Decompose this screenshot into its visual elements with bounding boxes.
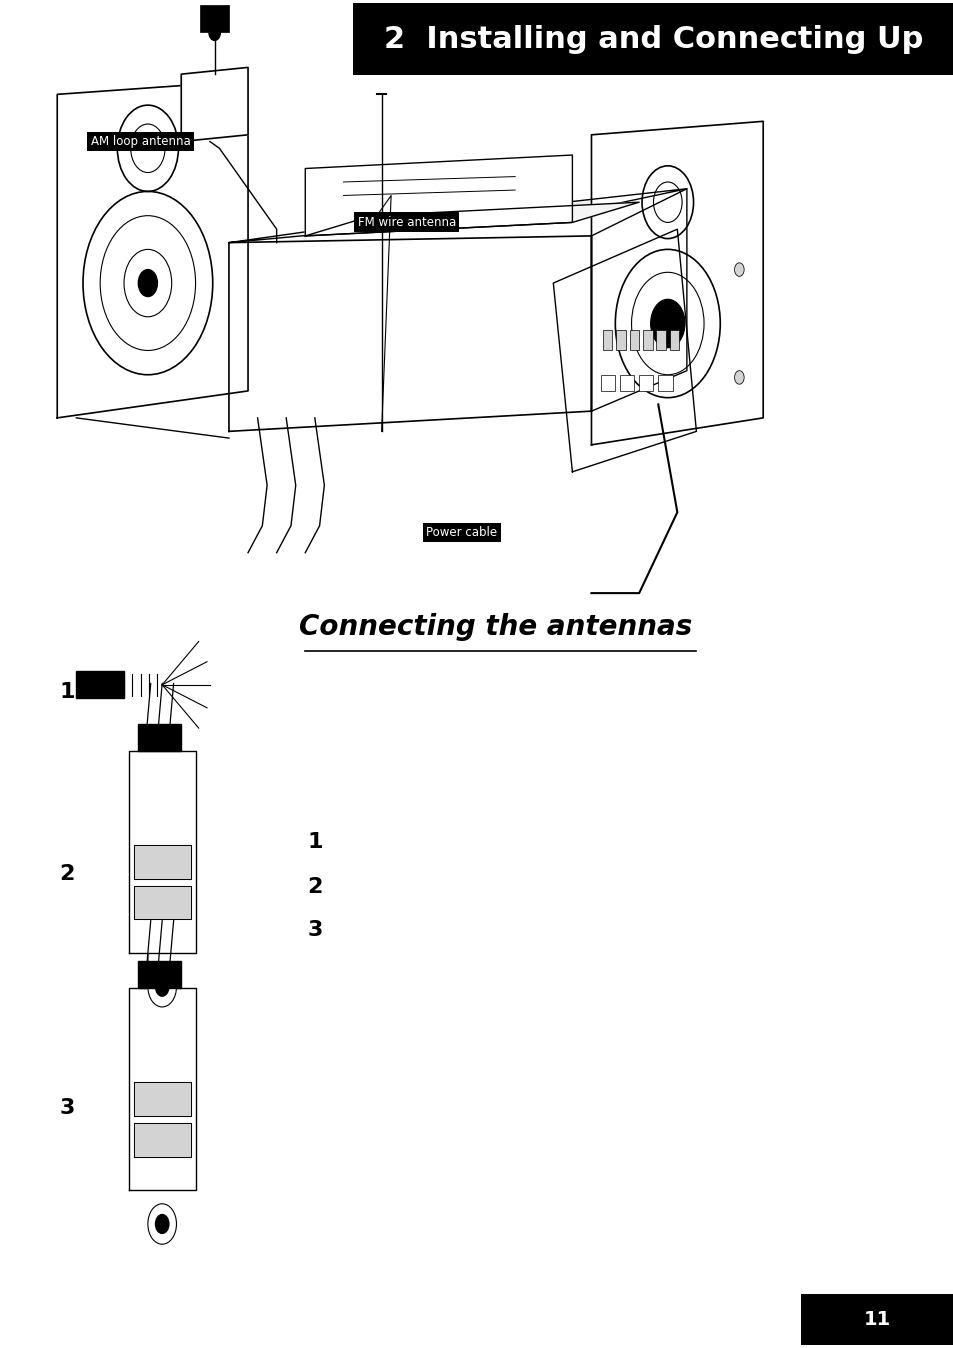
- Circle shape: [155, 977, 169, 996]
- Circle shape: [138, 270, 157, 297]
- Bar: [629, 330, 639, 350]
- Text: 2: 2: [307, 878, 322, 896]
- Text: 3: 3: [307, 921, 322, 940]
- Polygon shape: [133, 886, 191, 919]
- Text: 2  Installing and Connecting Up: 2 Installing and Connecting Up: [383, 24, 923, 54]
- FancyBboxPatch shape: [353, 3, 953, 75]
- Polygon shape: [76, 671, 124, 698]
- Polygon shape: [138, 961, 181, 988]
- Polygon shape: [138, 724, 181, 751]
- Polygon shape: [129, 751, 195, 953]
- Bar: [642, 330, 652, 350]
- Text: FM wire antenna: FM wire antenna: [357, 216, 456, 229]
- Text: AM loop antenna: AM loop antenna: [91, 135, 191, 148]
- Bar: [602, 330, 612, 350]
- Bar: [600, 375, 615, 391]
- Circle shape: [734, 263, 743, 276]
- Circle shape: [117, 105, 178, 191]
- Polygon shape: [229, 236, 591, 431]
- Bar: [639, 375, 653, 391]
- Polygon shape: [305, 202, 639, 236]
- Polygon shape: [553, 229, 696, 472]
- Circle shape: [734, 371, 743, 384]
- Circle shape: [148, 967, 176, 1007]
- Polygon shape: [129, 988, 195, 1190]
- Text: 1: 1: [59, 682, 74, 701]
- Polygon shape: [305, 155, 572, 236]
- Text: 1: 1: [307, 833, 322, 852]
- Bar: [656, 330, 665, 350]
- Polygon shape: [181, 67, 248, 142]
- Polygon shape: [133, 1082, 191, 1116]
- Circle shape: [83, 191, 213, 375]
- Bar: [200, 5, 229, 32]
- Circle shape: [209, 24, 220, 40]
- Circle shape: [650, 299, 684, 348]
- Polygon shape: [133, 1123, 191, 1157]
- Text: 2: 2: [59, 864, 74, 883]
- Polygon shape: [229, 189, 686, 243]
- Circle shape: [148, 1204, 176, 1244]
- Polygon shape: [591, 189, 686, 411]
- Bar: [669, 330, 679, 350]
- Text: Connecting the antennas: Connecting the antennas: [299, 613, 692, 640]
- Text: 3: 3: [59, 1099, 74, 1117]
- Circle shape: [155, 1215, 169, 1233]
- Polygon shape: [591, 121, 762, 445]
- Bar: [619, 375, 634, 391]
- Bar: [616, 330, 625, 350]
- Text: Power cable: Power cable: [426, 526, 497, 539]
- FancyBboxPatch shape: [801, 1294, 953, 1345]
- Bar: [658, 375, 672, 391]
- Text: 11: 11: [863, 1310, 890, 1329]
- Polygon shape: [133, 845, 191, 879]
- Polygon shape: [57, 81, 248, 418]
